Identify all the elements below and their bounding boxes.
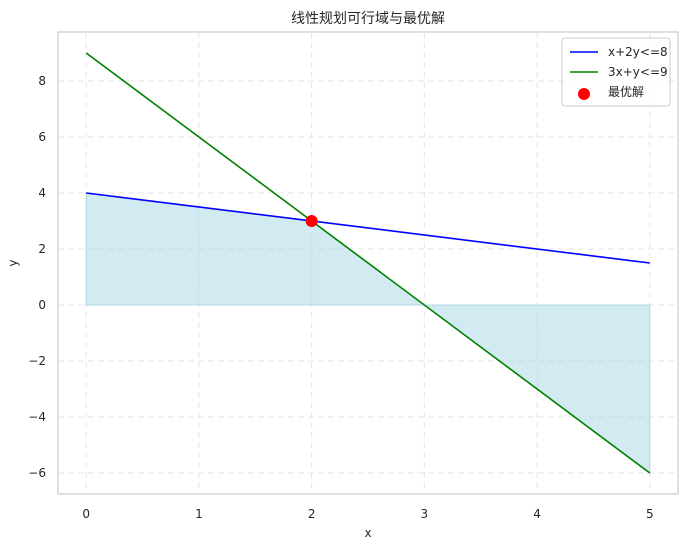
x-tick-label: 1	[195, 507, 203, 521]
legend-label: 3x+y<=9	[608, 65, 668, 79]
y-axis-ticks: −6 −4 −2 0 2 4 6 8	[28, 74, 46, 480]
y-axis-label: y	[6, 259, 20, 266]
y-tick-label: 0	[38, 298, 46, 312]
x-tick-label: 2	[308, 507, 316, 521]
feasible-region	[85, 192, 651, 474]
y-tick-label: 6	[38, 130, 46, 144]
y-tick-label: −2	[28, 354, 46, 368]
x-tick-label: 0	[82, 507, 90, 521]
x-axis-label: x	[364, 526, 371, 540]
x-tick-label: 3	[421, 507, 429, 521]
series-line-1	[85, 52, 651, 474]
x-tick-label: 5	[646, 507, 654, 521]
optimal-point	[305, 215, 318, 227]
y-tick-label: 2	[38, 242, 46, 256]
y-tick-label: −4	[28, 410, 46, 424]
series-line-0	[86, 192, 650, 264]
y-tick-label: −6	[28, 466, 46, 480]
legend-box	[561, 37, 671, 107]
legend: x+2y<=8 3x+y<=9 最优解	[561, 37, 671, 107]
legend-label: 最优解	[608, 85, 644, 99]
x-axis-ticks: 0 1 2 3 4 5	[82, 507, 653, 521]
legend-label: x+2y<=8	[608, 45, 668, 59]
feasible-region-layer	[85, 192, 651, 474]
y-tick-label: 4	[38, 186, 46, 200]
x-tick-label: 4	[533, 507, 541, 521]
points-layer	[305, 215, 318, 227]
plot-frame	[57, 31, 679, 495]
chart-title: 线性规划可行域与最优解	[291, 11, 445, 27]
y-tick-label: 8	[38, 74, 46, 88]
series-layer	[85, 52, 651, 474]
legend-marker-swatch	[578, 88, 590, 100]
